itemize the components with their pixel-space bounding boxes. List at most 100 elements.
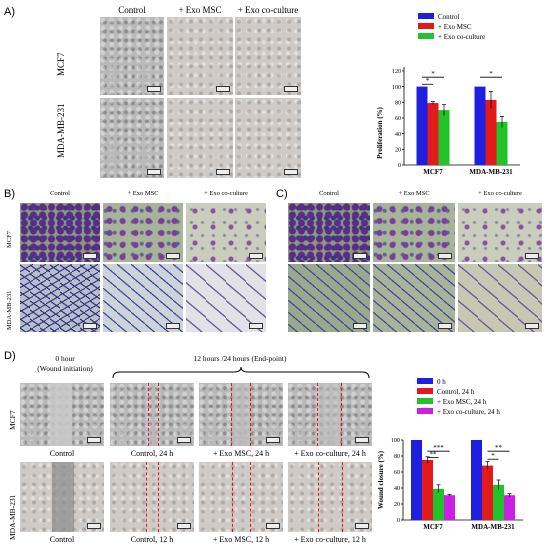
micrograph-a-mcf7-control: [100, 17, 164, 95]
bar-0-0: [411, 440, 422, 520]
stain-b-mda-exo-msc: [103, 264, 183, 332]
panel-d-row-mdamb231: MDA-MB-231: [8, 494, 17, 540]
stain-c-mcf7-exo-msc: [373, 203, 455, 262]
caption-mda-3: + Exo co-culture, 12 h: [294, 535, 366, 544]
proliferation-ylabel: Proliferation (%): [376, 106, 384, 158]
significance-mark-0: ***: [433, 444, 444, 452]
caption-mcf7-0: Control: [49, 449, 75, 458]
stain-b-mcf7-exo-coculture: [186, 203, 266, 262]
stain-c-mcf7-exo-coculture: [458, 203, 542, 262]
panel-a-header-control: Control: [118, 5, 146, 15]
y-tick-label: 100: [392, 85, 401, 91]
x-tick-label-1: MDA-MB-231: [471, 523, 515, 531]
caption-mda-2: + Exo MSC, 12 h: [212, 535, 270, 544]
legend-label-2: + Exo MSC, 24 h: [437, 398, 487, 406]
significance-mark-0: *: [431, 70, 435, 78]
y-tick-label: 60: [394, 470, 400, 476]
panel-c-label: C): [276, 188, 288, 200]
legend-swatch-2: [418, 33, 434, 39]
stain-c-mda-control: [288, 264, 370, 332]
y-tick-label: 20: [395, 148, 401, 154]
y-tick-label: 80: [395, 100, 401, 106]
proliferation-chart: Control + Exo MSC + Exo co-culture 0 20 40 60…: [376, 13, 520, 176]
y-tick-label: 60: [395, 116, 401, 122]
wound-closure-chart: 0 h Control, 24 h + Exo MSC, 24 h + Exo co-…: [377, 378, 523, 531]
wound-closure-ylabel: Wound closure (%): [377, 450, 385, 509]
wound-mcf7-exo-msc-24h: [199, 383, 283, 446]
micrograph-a-mda-control: [100, 98, 164, 178]
wound-mcf7-control-24h: [110, 383, 194, 446]
bar-1-3: [504, 495, 515, 520]
bar-1-0: [474, 86, 486, 165]
legend-swatch-0: [417, 378, 433, 384]
panel-d-time0-sub: (Wound initiation): [37, 364, 93, 373]
micrograph-a-mda-exo-coculture: [235, 98, 301, 178]
panel-b-header-exo-coculture: + Exo co-culture: [204, 190, 248, 197]
significance-mark-1: **: [430, 451, 438, 459]
y-tick-label: 120: [392, 69, 401, 75]
bar-0-2: [433, 488, 444, 520]
stain-b-mda-control: [20, 264, 100, 332]
stain-c-mda-exo-coculture: [458, 264, 542, 332]
stain-b-mcf7-control: [20, 203, 100, 262]
panel-c-header-control: Control: [319, 190, 339, 197]
bar-1-1: [485, 99, 497, 165]
panel-c-header-exo-coculture: + Exo co-culture: [478, 190, 522, 197]
wound-mcf7-exo-coculture-24h: [288, 383, 372, 446]
panel-d-time0: 0 hour: [55, 354, 75, 363]
legend-swatch-1: [418, 23, 434, 29]
panel-a-label: A): [4, 6, 15, 18]
legend-swatch-1: [417, 388, 433, 394]
panel-d-row-mcf7: MCF7: [8, 410, 17, 430]
legend-label-3: + Exo co-culture, 24 h: [437, 408, 500, 416]
endpoint-bracket: [112, 366, 370, 379]
x-tick-label-1: MDA-MB-231: [469, 168, 513, 176]
y-tick-label: 40: [394, 486, 400, 492]
caption-mcf7-1: Control, 24 h: [130, 449, 174, 458]
panel-d-label: D): [4, 350, 16, 362]
legend-swatch-0: [418, 13, 434, 19]
y-tick-label: 40: [395, 132, 401, 138]
stain-b-mda-exo-coculture: [186, 264, 266, 332]
legend-label-1: Control, 24 h: [437, 388, 475, 396]
bar-0-3: [444, 495, 455, 520]
panel-a-row-mcf7: MCF7: [56, 52, 66, 76]
micrograph-a-mcf7-exo-coculture: [235, 17, 301, 95]
caption-mcf7-2: + Exo MSC, 24 h: [212, 449, 270, 458]
panel-a-row-mdamb231: MDA-MB-231: [56, 103, 66, 158]
panel-a-header-exo-coculture: + Exo co-culture: [237, 5, 299, 15]
panel-c-header-exo-msc: + Exo MSC: [398, 190, 430, 197]
wound-mda-exo-msc-12h: [199, 462, 283, 532]
x-tick-label-0: MCF7: [423, 168, 443, 176]
bar-0-2: [438, 110, 450, 165]
significance-mark-2: **: [495, 444, 503, 452]
panel-b-row-mcf7: MCF7: [6, 231, 13, 248]
wound-mda-0h: [20, 462, 104, 532]
micrograph-a-mda-exo-msc: [167, 98, 233, 178]
legend-swatch-2: [417, 398, 433, 404]
stain-c-mcf7-control: [288, 203, 370, 262]
y-tick-label: 80: [394, 454, 400, 460]
legend-label-0: Control: [438, 13, 459, 21]
significance-mark-1: *: [426, 77, 430, 85]
wound-mda-exo-coculture-12h: [288, 462, 372, 532]
bar-1-2: [493, 484, 504, 520]
panel-d-timeend: 12 hours /24 hours (End-point): [193, 354, 287, 363]
x-tick-label-0: MCF7: [423, 523, 443, 531]
bar-1-0: [471, 440, 482, 520]
bar-1-1: [482, 465, 493, 520]
y-tick-label: 20: [394, 502, 400, 508]
bar-0-1: [422, 460, 433, 520]
significance-mark-3: *: [491, 452, 495, 460]
bar-0-0: [416, 86, 428, 165]
legend-swatch-3: [417, 408, 433, 414]
legend-label-2: + Exo co-culture: [438, 33, 485, 41]
caption-mcf7-3: + Exo co-culture, 24 h: [294, 449, 366, 458]
caption-mda-0: Control: [49, 535, 75, 544]
bar-1-2: [496, 121, 508, 165]
panel-b-header-exo-msc: + Exo MSC: [127, 190, 159, 197]
panel-a-header-exo-msc: + Exo MSC: [178, 5, 222, 15]
wound-mda-control-12h: [110, 462, 194, 532]
y-tick-label: 0: [398, 163, 401, 169]
micrograph-a-mcf7-exo-msc: [167, 17, 233, 95]
